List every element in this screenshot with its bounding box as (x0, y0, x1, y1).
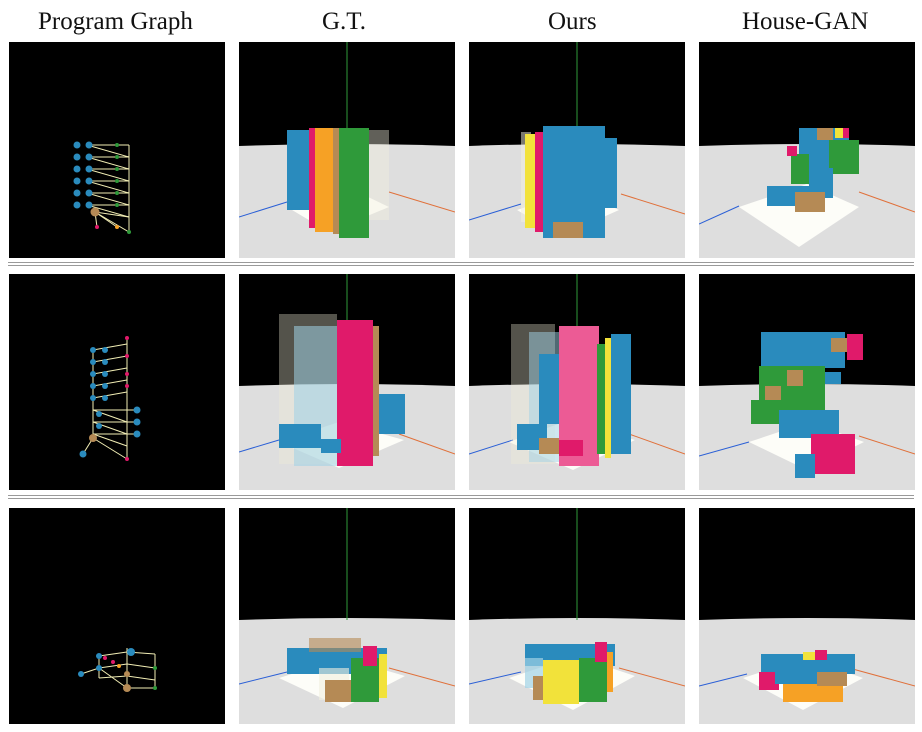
row1-gt-render (239, 42, 455, 258)
row-separator-2 (8, 495, 914, 499)
column-header-gt: G.T. (322, 8, 366, 35)
program-graph-diagram (9, 274, 225, 490)
row2-gt-render (239, 274, 455, 490)
row2-program-graph (9, 274, 225, 490)
row2-house-gan-render (699, 274, 915, 490)
row1-house-gan-render (699, 42, 915, 258)
row-separator-1 (8, 262, 914, 266)
row3-program-graph (9, 508, 225, 724)
column-header-house-gan: House-GAN (742, 8, 869, 35)
row3-ours-render (469, 508, 685, 724)
row1-program-graph (9, 42, 225, 258)
program-graph-diagram (9, 42, 225, 258)
row3-house-gan-render (699, 508, 915, 724)
row2-ours-render (469, 274, 685, 490)
column-header-program-graph: Program Graph (38, 8, 193, 35)
column-header-ours: Ours (548, 8, 597, 35)
row1-ours-render (469, 42, 685, 258)
program-graph-diagram (9, 508, 225, 724)
row3-gt-render (239, 508, 455, 724)
